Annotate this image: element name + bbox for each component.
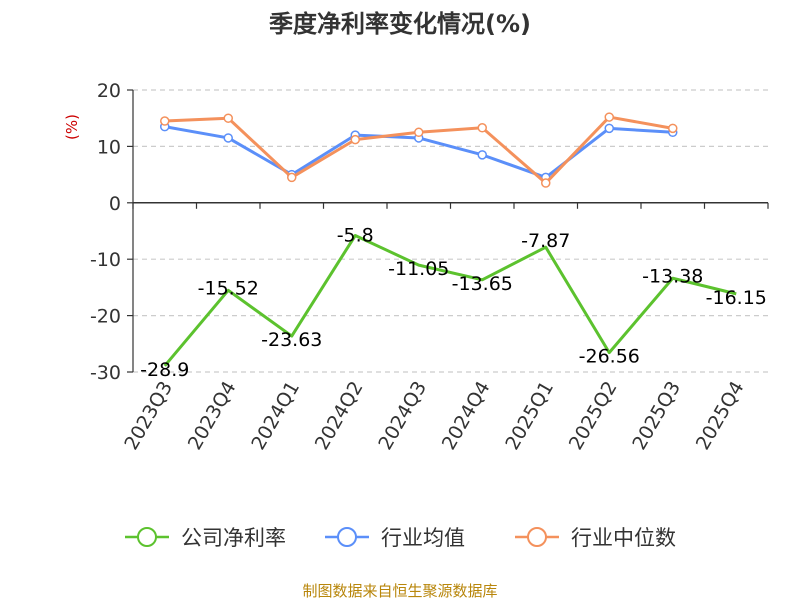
data-point [541,178,551,188]
legend-label: 行业均值 [381,526,465,550]
data-label: -13.38 [642,265,703,287]
x-tick-label: 2025Q1 [501,378,558,454]
legend-marker [137,527,157,547]
y-tick-label: -20 [90,306,121,328]
series-line [163,234,737,367]
data-point [604,123,614,134]
data-point [160,116,170,126]
y-axis-label: (%) [63,114,81,140]
x-tick-label: 2024Q2 [311,378,368,454]
legend-marker [337,527,357,547]
data-point [287,172,297,183]
y-tick-label: -30 [90,362,121,384]
data-label: -11.05 [388,258,449,280]
data-point [604,112,614,122]
chart-title: 季度净利率变化情况(%) [269,10,531,38]
x-tick-label: 2024Q1 [247,378,304,454]
series-layer [160,112,737,367]
legend-label: 公司净利率 [181,526,286,550]
data-label: -23.63 [261,329,322,351]
data-label: -16.15 [706,287,767,309]
y-tick-label: 20 [97,80,121,102]
series-line [164,115,674,185]
data-point [223,113,233,123]
legend[interactable]: 公司净利率 行业均值 行业中位数 [125,526,676,550]
y-tick-label: 0 [109,193,121,215]
x-tick-label: 2024Q3 [374,378,431,454]
data-point [477,123,487,133]
x-tick-label: 2024Q4 [438,378,495,454]
x-tick-label: 2023Q3 [120,378,177,454]
data-label: -13.65 [452,273,513,295]
data-label: -7.87 [521,230,570,252]
data-label: -28.9 [140,359,189,381]
y-tick-label: -10 [90,249,121,271]
data-label: -5.8 [337,225,374,247]
data-label: -26.56 [579,346,640,368]
data-label: -15.52 [198,277,259,299]
y-tick-label: 10 [97,136,121,158]
data-point [350,134,360,145]
x-tick-label: 2025Q2 [565,378,622,454]
x-tick-label: 2023Q4 [184,378,241,454]
legend-item[interactable]: 行业均值 [325,526,465,550]
data-point [223,133,233,143]
legend-item[interactable]: 行业中位数 [515,526,676,550]
x-tick-label: 2025Q3 [628,378,685,454]
legend-marker [527,527,547,547]
data-point [668,123,678,134]
data-point [477,150,487,160]
x-tick-label: 2025Q4 [692,378,749,454]
data-point [414,127,424,138]
source-note: 制图数据来自恒生聚源数据库 [302,582,497,600]
legend-label: 行业中位数 [571,526,676,550]
data-labels: -28.9 -15.52 -23.63 -5.8 -11.05-13.65 -7.87 -2… [140,225,767,381]
legend-item[interactable]: 公司净利率 [125,526,286,550]
